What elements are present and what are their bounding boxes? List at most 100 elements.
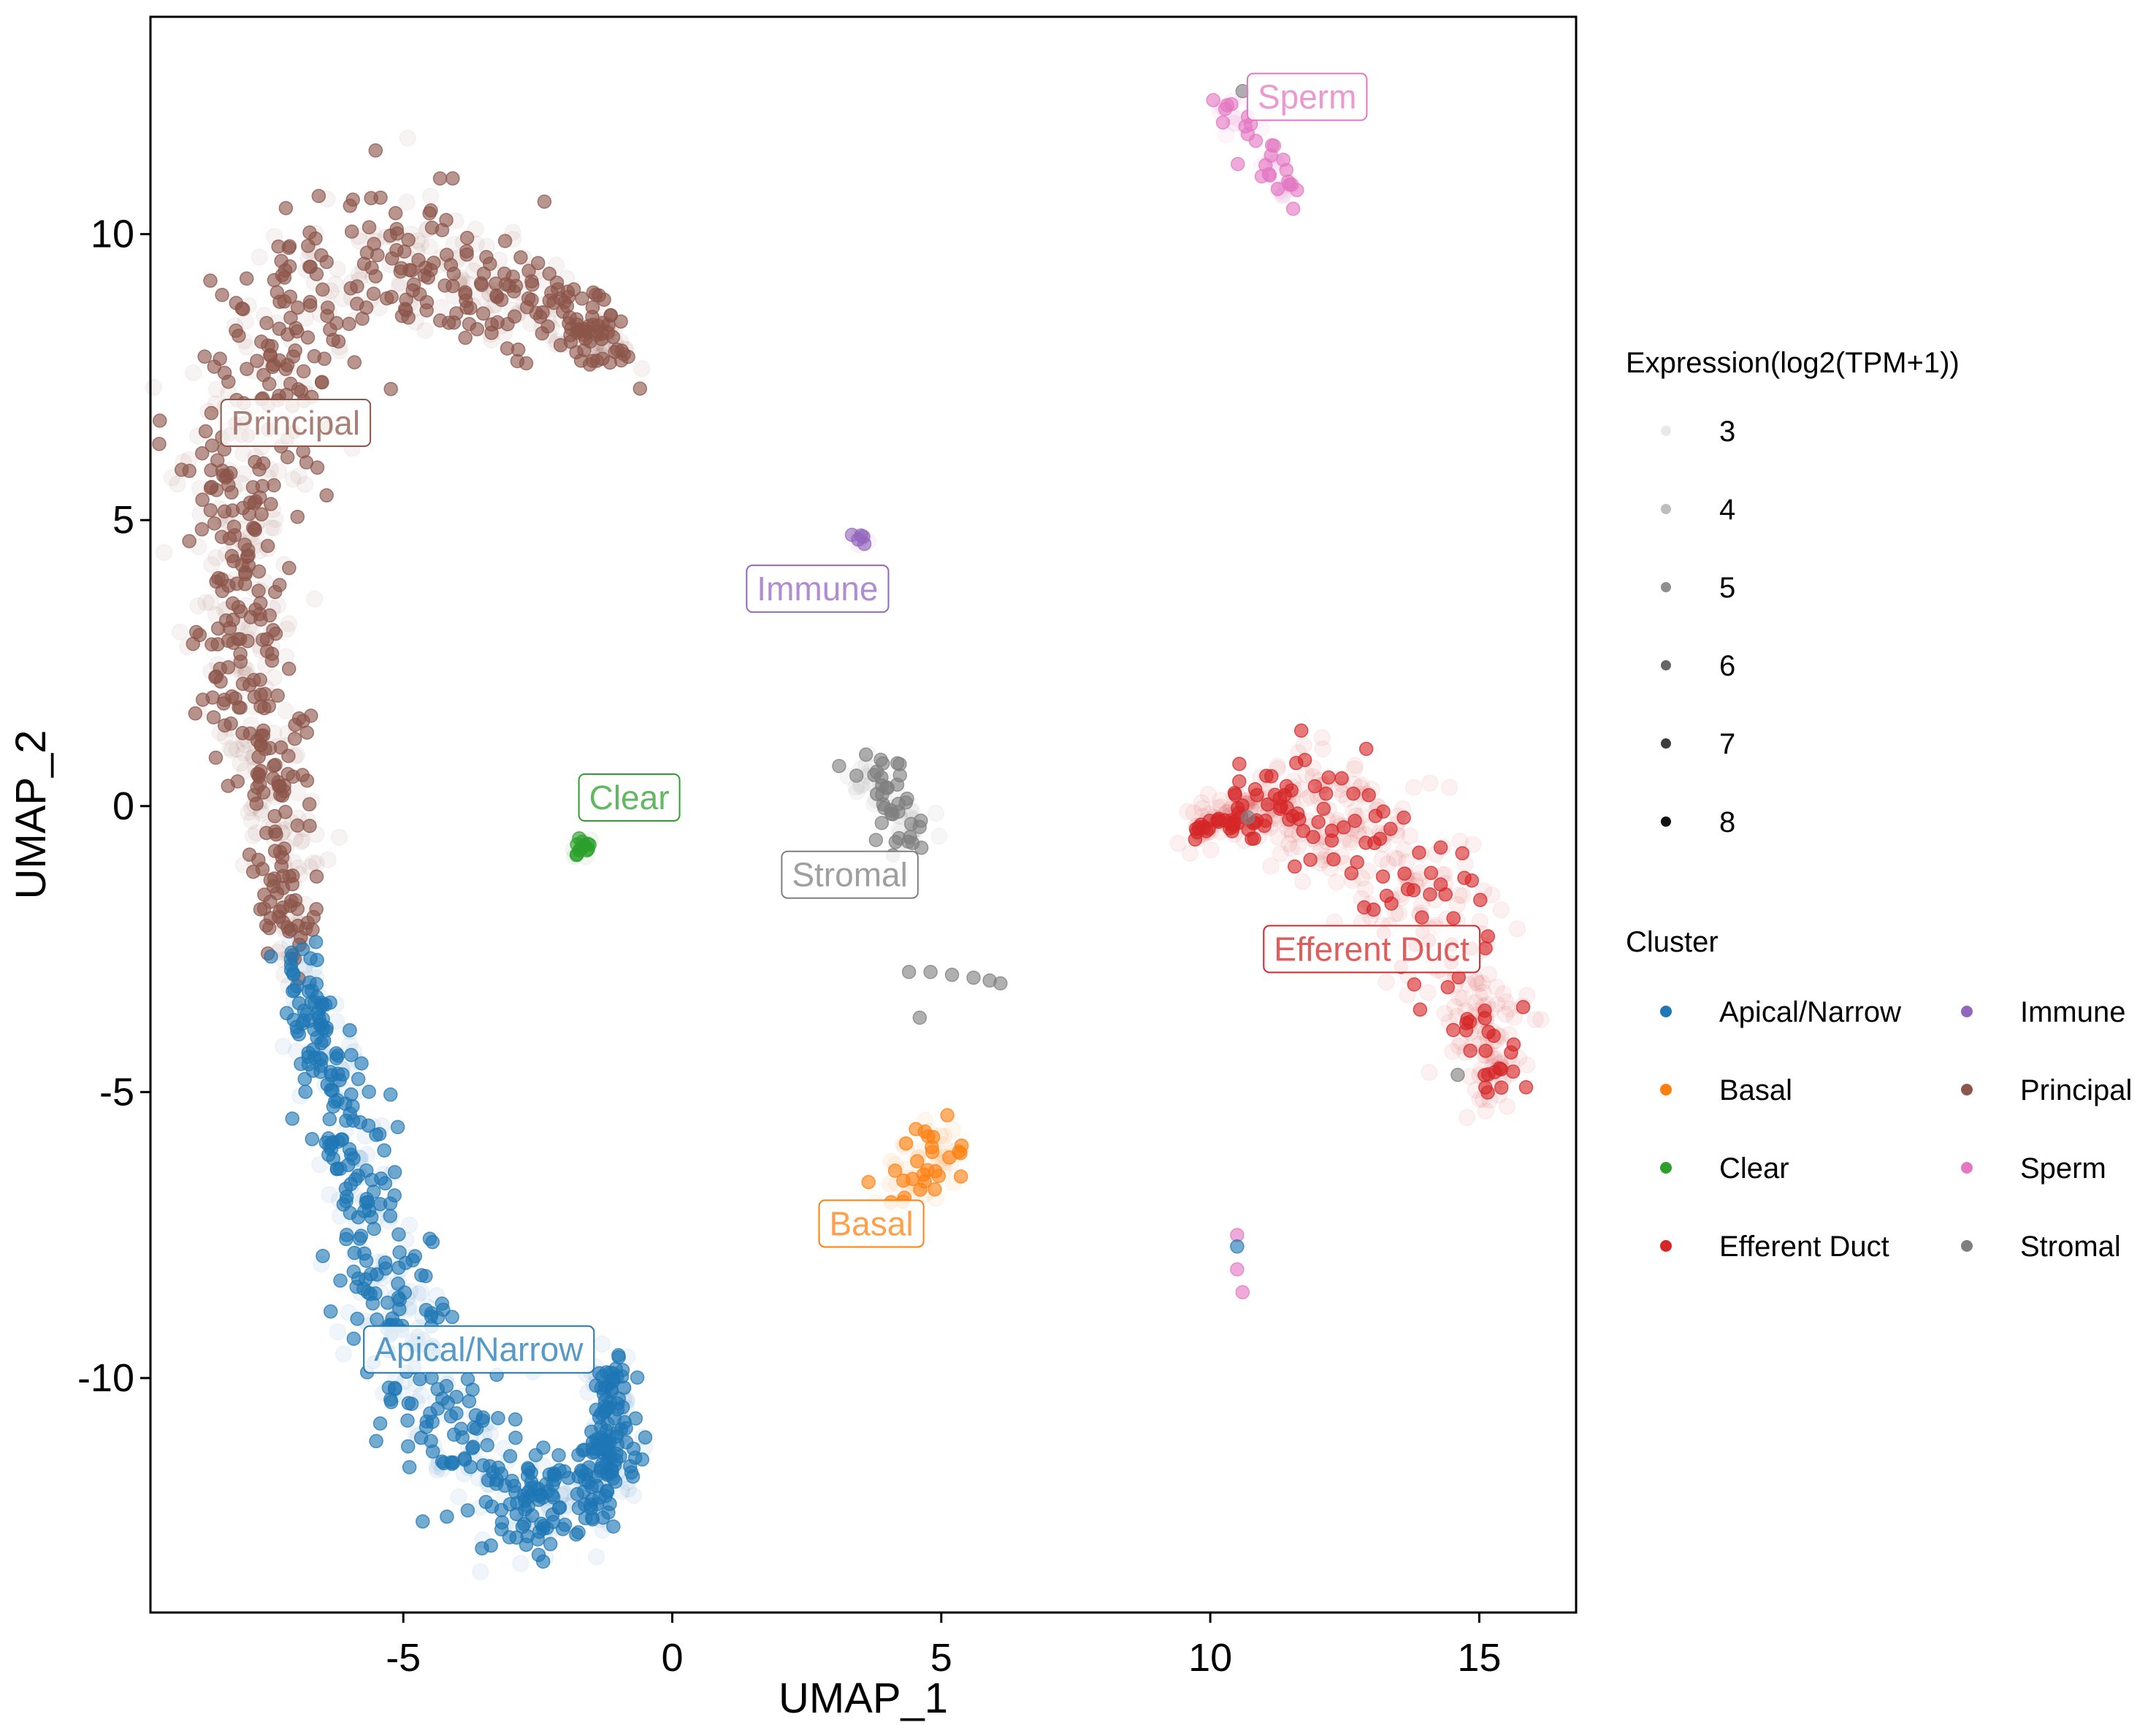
data-point [356,1128,374,1145]
data-point [283,289,298,304]
data-point [1316,801,1331,816]
data-point [322,1112,337,1127]
data-point [234,558,250,573]
data-point [1406,883,1421,898]
cluster-legend-symbol [1961,1084,1973,1095]
data-point [406,277,421,292]
data-point [1412,845,1426,860]
data-point [232,632,248,646]
data-point [195,692,210,707]
data-point [1385,849,1404,867]
data-point [302,294,318,310]
data-point [242,726,258,741]
data-point [418,1269,433,1284]
data-point [1312,828,1330,846]
data-point [353,1169,371,1186]
data-point [519,1507,538,1524]
data-point [276,919,294,937]
data-point [1411,904,1429,922]
data-point [861,1174,876,1190]
data-point [1438,887,1453,902]
data-point [537,194,552,209]
data-point [1475,1047,1493,1064]
data-point [1436,1004,1453,1022]
data-point [270,285,285,300]
data-point [198,424,213,439]
data-point [874,816,890,830]
cluster-label: Principal [220,399,372,448]
data-point [215,288,229,302]
data-point [1261,167,1277,182]
data-point [624,1486,643,1504]
data-point [1258,768,1275,786]
data-point [1368,798,1386,815]
data-point [1324,823,1339,838]
data-point [531,1548,546,1562]
data-point [1232,757,1247,771]
data-point [207,380,226,398]
expression-legend-label: 5 [1719,572,1735,604]
data-point [913,1182,928,1197]
data-point [259,918,274,933]
data-point [273,824,291,841]
data-point [296,364,311,379]
data-point [953,1169,968,1184]
data-point [243,749,261,766]
data-point [449,251,467,269]
data-point [1390,904,1408,922]
data-point [218,470,233,485]
data-point [608,1453,624,1467]
data-point [1341,830,1358,849]
data-point [1287,859,1302,874]
data-point [1491,1028,1509,1045]
data-point [1457,871,1472,885]
data-point [1491,1067,1509,1085]
cluster-label-text: Immune [757,570,878,608]
data-point [195,445,210,461]
data-point [1193,808,1212,825]
data-point [439,248,454,262]
cluster-label-box [818,1199,925,1248]
data-point [534,1516,548,1531]
data-point [305,590,324,608]
data-point [450,1488,467,1506]
data-point [1361,908,1380,926]
data-point [291,1087,309,1105]
data-point [404,301,422,318]
data-point [447,212,465,229]
data-point [917,1185,934,1203]
data-point [250,353,264,368]
data-point [354,1056,369,1071]
data-point [1450,1068,1465,1082]
data-point [275,788,290,803]
data-point [1436,884,1454,902]
data-point [844,527,860,543]
data-point [391,1227,406,1242]
data-point [890,777,905,792]
data-point [253,902,268,917]
data-point [359,1253,374,1269]
data-point [204,405,219,421]
data-point [619,1480,638,1498]
data-point [1260,789,1278,807]
data-point [263,348,278,363]
data-point [572,831,586,846]
data-point [1454,990,1472,1007]
data-point [320,1077,335,1092]
data-point [613,314,628,329]
data-point [233,654,248,669]
data-point [1487,1065,1502,1079]
data-point [239,271,254,286]
data-point [354,261,372,279]
data-point [249,796,264,811]
data-point [1320,800,1338,819]
data-point [449,276,467,294]
data-point [317,351,332,367]
cluster-label-text: Basal [830,1204,914,1242]
data-point [839,768,857,785]
data-point [272,904,288,919]
expression-legend: Expression(log2(TPM+1)) 3 4 5 6 7 8 [1626,347,1960,838]
data-point [940,1108,955,1122]
data-point [439,1379,454,1393]
data-point [329,260,346,278]
